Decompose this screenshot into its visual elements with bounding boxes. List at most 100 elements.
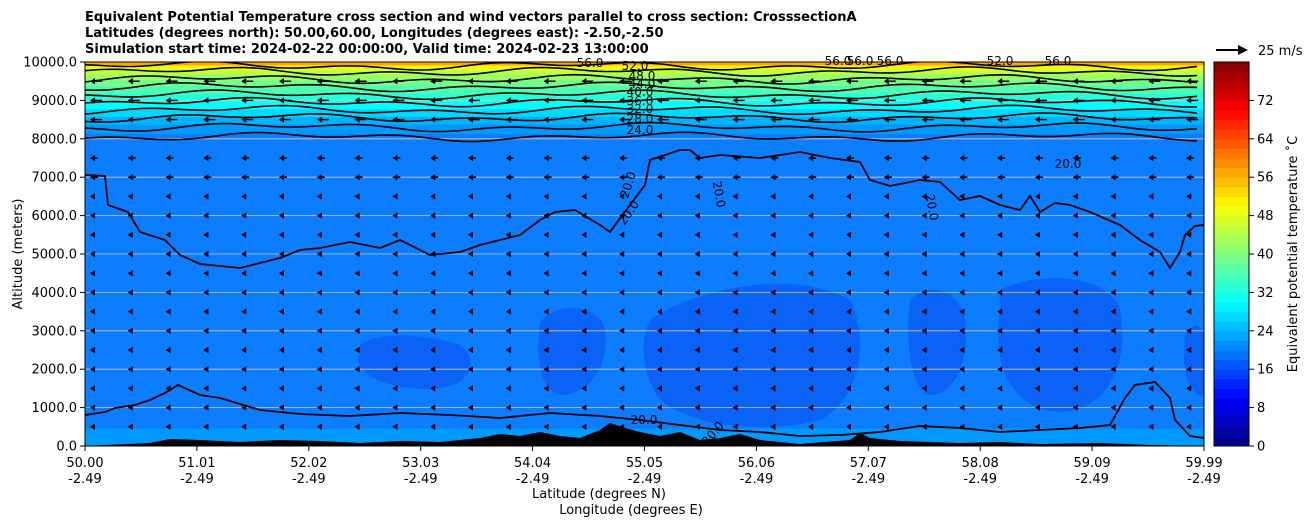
wind-vector-head (732, 174, 738, 181)
wind-vector-head (392, 289, 398, 296)
wind-vector-head (1148, 327, 1154, 334)
wind-vector-head (165, 231, 171, 238)
wind-vector-head (279, 116, 284, 123)
wind-vector-head (1035, 97, 1040, 104)
wind-vector-head (505, 78, 511, 85)
wind-vector-head (543, 270, 549, 277)
x-tick-label-lat: 54.04 (514, 456, 551, 471)
wind-vector-head (581, 174, 587, 181)
wind-vector-head (354, 174, 360, 181)
wind-vector-head (808, 308, 814, 315)
wind-vector-head (468, 270, 473, 277)
x-tick-label-lat: 55.05 (626, 456, 663, 471)
wind-vector-head (883, 174, 889, 181)
wind-vector-head (90, 366, 95, 373)
chart-title-line-3: Simulation start time: 2024-02-22 00:00:… (85, 42, 649, 57)
wind-vector-head (959, 212, 965, 219)
wind-vector-head (581, 385, 587, 392)
colorbar-band (1214, 340, 1249, 351)
wind-vector-head (1035, 404, 1040, 411)
wind-vector-head (203, 231, 209, 238)
wind-vector-head (997, 97, 1003, 104)
wind-vector-head (1186, 289, 1192, 296)
wind-vector-head (203, 212, 209, 219)
wind-vector-head (505, 231, 511, 238)
wind-vector-head (279, 346, 284, 354)
wind-vector-head (1186, 385, 1192, 392)
colorbar-tick-label: 0 (1257, 440, 1265, 455)
wind-vector-head (694, 346, 700, 354)
wind-vector-head (694, 250, 700, 258)
wind-vector-head (203, 250, 209, 258)
wind-vector-head (1072, 404, 1078, 411)
wind-vector-head (921, 346, 927, 354)
wind-vector-head (619, 193, 625, 200)
wind-vector-head (505, 385, 511, 392)
wind-vector-head (1110, 385, 1116, 392)
wind-vector-head (1072, 116, 1078, 123)
wind-vector-head (921, 308, 927, 315)
colorbar-band (1214, 311, 1249, 322)
wind-vector-head (619, 308, 625, 315)
wind-vector-head (921, 404, 927, 411)
wind-vector-head (921, 212, 927, 219)
wind-vector-head (279, 327, 284, 334)
wind-vector-head (959, 193, 965, 200)
wind-vector-head (883, 270, 889, 277)
wind-vector-head (127, 250, 133, 258)
colorbar-band (1214, 138, 1249, 149)
wind-vector-head (581, 346, 587, 354)
wind-vector-head (997, 423, 1003, 430)
wind-vector-head (770, 78, 776, 85)
wind-vector-head (883, 116, 889, 123)
wind-vector-head (770, 231, 776, 238)
wind-vector-head (657, 231, 662, 238)
contour-label: 56.0 (825, 54, 852, 68)
y-tick-label: 0.0 (56, 440, 77, 455)
wind-vector-head (1110, 308, 1116, 315)
low-theta-e-regions (358, 278, 1204, 428)
wind-vector-head (1110, 270, 1116, 277)
x-tick-label-lon: -2.49 (180, 472, 214, 487)
wind-vector-head (657, 385, 662, 392)
wind-vector-head (921, 327, 927, 334)
wind-vector-head (203, 270, 209, 277)
wind-vector-head (657, 289, 662, 296)
wind-vector-head (1072, 250, 1078, 258)
wind-vector-head (165, 174, 171, 181)
wind-vector-head (316, 193, 322, 200)
wind-vector-head (770, 174, 776, 181)
wind-vector-head (468, 97, 473, 104)
wind-vector-head (694, 193, 700, 200)
wind-vector-head (543, 154, 549, 162)
x-tick-label-lat: 58.08 (962, 456, 999, 471)
wind-vector-head (694, 97, 700, 104)
wind-vector-head (241, 385, 247, 392)
contour-20-low (85, 381, 1204, 439)
contour-upper (85, 131, 1198, 143)
wind-vector-head (921, 116, 927, 123)
wind-vector-head (316, 308, 322, 315)
wind-vector-head (1035, 231, 1040, 238)
wind-vector-head (1110, 154, 1116, 162)
wind-vector-head (959, 308, 965, 315)
wind-vector-head (505, 346, 511, 354)
wind-vector-head (921, 366, 927, 373)
x-tick-label-lat: 57.07 (850, 456, 887, 471)
contour-label: 24.0 (627, 123, 654, 137)
wind-vector-head (921, 154, 927, 162)
wind-vector-head (316, 174, 322, 181)
low-theta-e-region (998, 278, 1123, 412)
wind-vector-head (127, 97, 133, 104)
wind-vector-head (1148, 116, 1154, 123)
x-tick-label-lon: -2.49 (404, 472, 438, 487)
wind-vector-head (127, 366, 133, 373)
wind-vector-head (127, 404, 133, 411)
chart-title-line-1: Equivalent Potential Temperature cross s… (85, 10, 857, 25)
y-tick-label: 6000.0 (32, 209, 78, 224)
wind-vector-head (90, 116, 95, 123)
wind-vector-head (732, 270, 738, 277)
wind-vector-head (770, 308, 776, 315)
wind-vector-head (543, 327, 549, 334)
colorbar-band (1214, 225, 1249, 236)
